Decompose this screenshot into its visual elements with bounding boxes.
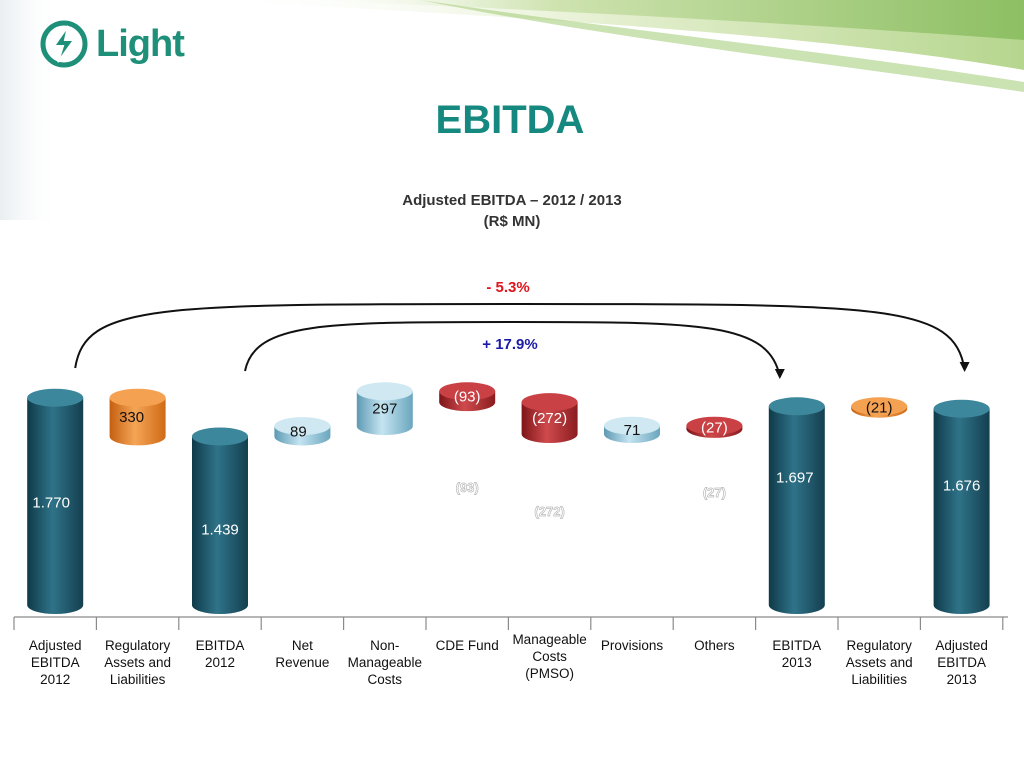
category-label: CDE Fund bbox=[436, 638, 499, 653]
category-label: EBITDA 2013 bbox=[772, 638, 821, 670]
faded-data-label: (93) bbox=[456, 480, 479, 495]
data-label: 1.676 bbox=[943, 478, 981, 495]
data-label: (93) bbox=[454, 389, 481, 406]
data-label: 71 bbox=[624, 422, 641, 439]
lightning-logo-icon bbox=[40, 20, 88, 68]
data-label: 297 bbox=[372, 401, 397, 418]
data-label: 1.439 bbox=[201, 521, 239, 538]
inner-bracket-arrow-arrowhead bbox=[774, 369, 785, 379]
data-label: (27) bbox=[701, 419, 728, 436]
bar-9 bbox=[768, 397, 825, 614]
bar-4 bbox=[356, 382, 413, 436]
bar-8 bbox=[686, 416, 743, 438]
category-label: Adjusted EBITDA 2013 bbox=[935, 638, 988, 687]
category-label: Net Revenue bbox=[275, 638, 329, 670]
chart-subtitle-line2: (R$ MN) bbox=[483, 213, 541, 230]
category-label: Adjusted EBITDA 2012 bbox=[29, 638, 82, 687]
bar-10 bbox=[851, 397, 908, 418]
inner-bracket-arrow bbox=[244, 321, 781, 378]
data-label: (272) bbox=[532, 410, 567, 427]
data-label: 330 bbox=[119, 409, 144, 426]
bar-6 bbox=[521, 393, 578, 444]
category-label: Regulatory Assets and Liabilities bbox=[104, 638, 171, 687]
chart-subtitle-line1: Adjusted EBITDA – 2012 / 2013 bbox=[402, 192, 622, 209]
bar-2 bbox=[192, 427, 248, 614]
page-title: EBITDA bbox=[435, 98, 585, 142]
data-label: 1.770 bbox=[32, 495, 70, 512]
data-label: 89 bbox=[290, 423, 307, 440]
faded-data-label: (272) bbox=[534, 504, 564, 519]
bar-7 bbox=[604, 416, 660, 444]
bar-5 bbox=[439, 382, 496, 412]
bar-11 bbox=[933, 399, 990, 614]
category-label: Others bbox=[694, 638, 735, 653]
data-label: (21) bbox=[866, 400, 893, 417]
pct-change-label: + 17.9% bbox=[482, 336, 537, 353]
pct-change-label: - 5.3% bbox=[486, 279, 529, 296]
outer-bracket-arrow-arrowhead bbox=[959, 362, 970, 372]
faded-data-label: (27) bbox=[703, 485, 726, 500]
category-label: Provisions bbox=[601, 638, 664, 653]
logo-text: Light bbox=[96, 22, 185, 65]
bar-0 bbox=[27, 388, 84, 614]
outer-bracket-arrow bbox=[74, 303, 966, 371]
category-label: Regulatory Assets and Liabilities bbox=[846, 638, 913, 687]
category-label: Non-Manageable Costs bbox=[348, 638, 422, 687]
bar-1 bbox=[109, 388, 166, 446]
category-label: Manageable Costs (PMSO) bbox=[512, 632, 586, 681]
logo: Light bbox=[38, 18, 185, 70]
bar-3 bbox=[274, 417, 331, 446]
data-label: 1.697 bbox=[776, 469, 814, 486]
category-label: EBITDA 2012 bbox=[196, 638, 245, 670]
